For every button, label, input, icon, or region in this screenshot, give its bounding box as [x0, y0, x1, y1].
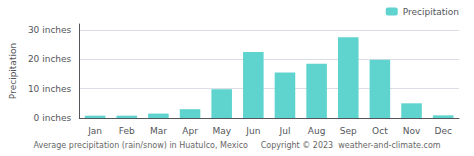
svg-text:Jun: Jun	[245, 126, 260, 136]
svg-text:Nov: Nov	[403, 126, 421, 136]
svg-text:Apr: Apr	[182, 126, 198, 136]
svg-text:20 inches: 20 inches	[28, 54, 72, 64]
svg-text:10 inches: 10 inches	[28, 84, 72, 94]
svg-text:0 inches: 0 inches	[34, 113, 72, 123]
svg-text:May: May	[212, 126, 231, 136]
svg-text:Feb: Feb	[119, 126, 135, 136]
svg-text:Sep: Sep	[340, 126, 357, 136]
svg-text:30 inches: 30 inches	[28, 25, 72, 35]
svg-text:Precipitation: Precipitation	[403, 7, 459, 17]
svg-text:Mar: Mar	[150, 126, 167, 136]
svg-text:Average precipitation (rain/sn: Average precipitation (rain/snow) in Hua…	[33, 141, 440, 150]
svg-text:Jan: Jan	[87, 126, 102, 136]
svg-text:Oct: Oct	[372, 126, 388, 136]
svg-text:Aug: Aug	[308, 126, 326, 136]
svg-text:Precipitation: Precipitation	[8, 43, 18, 99]
svg-text:Dec: Dec	[434, 126, 451, 136]
svg-text:Jul: Jul	[279, 126, 291, 136]
